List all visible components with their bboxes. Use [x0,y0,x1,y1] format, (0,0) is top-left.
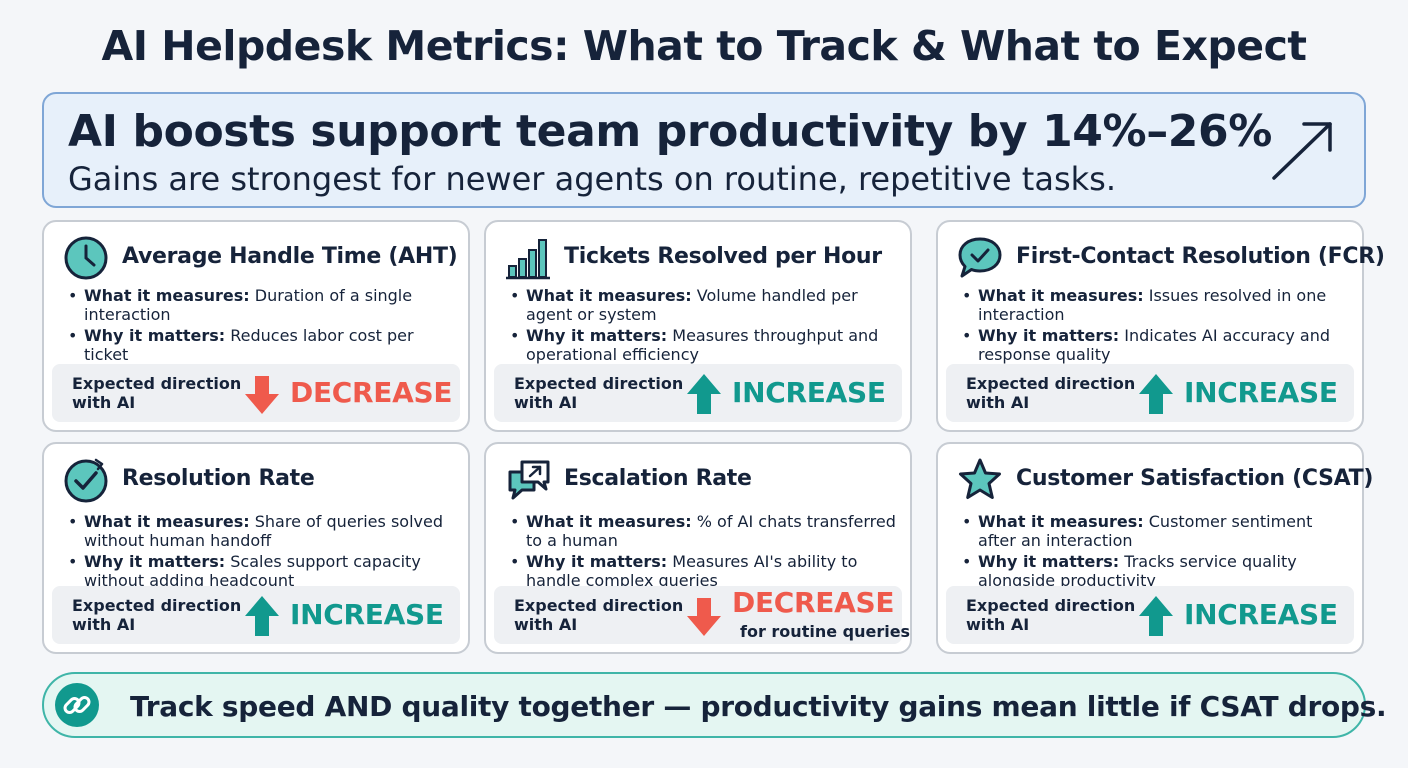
expected-label: Expected direction with AI [72,374,242,412]
chat-check-icon [958,237,1002,278]
footer-callout: Track speed AND quality together — produ… [42,672,1387,738]
expected-direction-panel: Expected direction with AI INCREASE [946,586,1354,644]
what-it-measures: What it measures: Issues resolved in one… [960,286,1350,324]
direction-increase: INCREASE [290,598,444,631]
expected-direction-panel: Expected direction with AI DECREASE for … [494,586,910,644]
card-title: Customer Satisfaction (CSAT) [1016,466,1374,491]
card-title: Escalation Rate [564,466,752,491]
expected-direction-panel: Expected direction with AI INCREASE [946,364,1354,422]
direction-increase: INCREASE [732,376,886,409]
arrow-up-icon [687,374,721,414]
expected-label: Expected direction with AI [72,596,242,634]
why-it-matters: Why it matters: Measures throughput and … [508,326,898,364]
star-icon [959,458,1001,499]
what-it-measures: What it measures: Share of queries solve… [66,512,456,550]
arrow-down-icon [245,376,279,414]
card-title: Resolution Rate [122,466,315,491]
what-it-measures: What it measures: Duration of a single i… [66,286,456,324]
what-it-measures: What it measures: % of AI chats transfer… [508,512,898,550]
link-icon [55,683,99,727]
expected-label: Expected direction with AI [966,374,1136,412]
expected-label: Expected direction with AI [514,596,684,634]
metric-card-csat: Customer Satisfaction (CSAT) What it mea… [936,442,1373,654]
direction-decrease: DECREASE [290,376,453,409]
expected-label: Expected direction with AI [514,374,684,412]
what-it-measures: What it measures: Customer sentiment aft… [960,512,1350,550]
direction-decrease: DECREASE [732,586,895,619]
hero-headline: AI boosts support team productivity by 1… [68,106,1272,157]
expected-direction-panel: Expected direction with AI INCREASE [52,586,460,644]
hero-subline: Gains are strongest for newer agents on … [68,160,1116,198]
circle-check-icon [64,458,108,503]
why-it-matters: Why it matters: Tracks service quality a… [960,552,1350,590]
trend-up-arrow-icon [1272,122,1332,180]
arrow-up-icon [245,596,279,636]
arrow-down-icon [687,598,721,636]
footer-text: Track speed AND quality together — produ… [130,690,1387,723]
clock-icon [64,236,108,280]
direction-note: for routine queries [740,622,911,641]
bar-chart-icon [506,239,550,280]
chat-escalate-icon [508,460,550,500]
expected-direction-panel: Expected direction with AI DECREASE [52,364,460,422]
metric-card-tickets-per-hour: Tickets Resolved per Hour What it measur… [484,220,912,432]
expected-label: Expected direction with AI [966,596,1136,634]
card-title: First-Contact Resolution (FCR) [1016,244,1385,269]
arrow-up-icon [1139,374,1173,414]
expected-direction-panel: Expected direction with AI INCREASE [494,364,902,422]
card-title: Average Handle Time (AHT) [122,244,458,269]
metric-card-aht: Average Handle Time (AHT) What it measur… [42,220,470,432]
page-title: AI Helpdesk Metrics: What to Track & Wha… [101,22,1307,70]
hero-banner: AI boosts support team productivity by 1… [42,92,1366,208]
card-title: Tickets Resolved per Hour [564,244,882,269]
why-it-matters: Why it matters: Indicates AI accuracy an… [960,326,1350,364]
why-it-matters: Why it matters: Reduces labor cost per t… [66,326,456,364]
why-it-matters: Why it matters: Scales support capacity … [66,552,456,590]
metric-card-escalation-rate: Escalation Rate What it measures: % of A… [484,442,912,654]
direction-increase: INCREASE [1184,598,1338,631]
metric-card-resolution-rate: Resolution Rate What it measures: Share … [42,442,470,654]
arrow-up-icon [1139,596,1173,636]
direction-increase: INCREASE [1184,376,1338,409]
why-it-matters: Why it matters: Measures AI's ability to… [508,552,898,590]
metric-card-fcr: First-Contact Resolution (FCR) What it m… [936,220,1385,432]
what-it-measures: What it measures: Volume handled per age… [508,286,898,324]
